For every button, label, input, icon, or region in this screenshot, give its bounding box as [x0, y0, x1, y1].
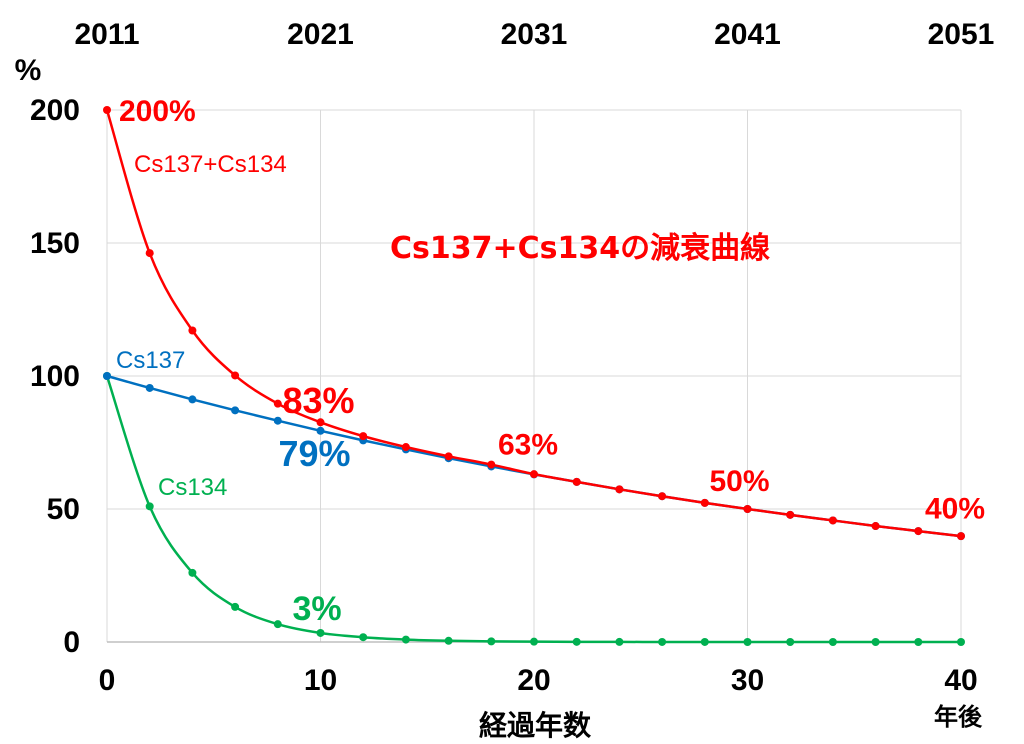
- data-label: 79%: [279, 433, 351, 474]
- data-label: 3%: [293, 590, 342, 628]
- x-tick-label: 40: [944, 664, 977, 697]
- data-point: [145, 249, 154, 258]
- top-year-tick-label: 2041: [714, 18, 781, 51]
- data-point: [188, 395, 197, 404]
- data-point: [743, 637, 752, 646]
- x-unit-label: 年後: [934, 703, 983, 731]
- data-point: [658, 637, 667, 646]
- y-tick-label: 50: [47, 493, 80, 526]
- data-point: [103, 106, 111, 114]
- y-tick-label: 0: [63, 626, 80, 659]
- data-point: [700, 498, 709, 507]
- series-lines: [103, 106, 965, 646]
- data-point: [828, 637, 837, 646]
- series-label-cs134: Cs134: [158, 474, 227, 501]
- axes: 0 50 100 150 200 0 10 20 30 40: [30, 94, 978, 697]
- data-point: [530, 637, 538, 646]
- data-point: [572, 477, 581, 486]
- data-point: [871, 522, 880, 531]
- y-unit-label: %: [15, 54, 42, 87]
- data-label: 200%: [119, 95, 196, 128]
- data-point: [444, 452, 453, 461]
- top-year-tick-label: 2021: [287, 18, 354, 51]
- data-point: [273, 399, 282, 408]
- series-label-cs137: Cs137: [116, 347, 185, 374]
- data-point: [103, 372, 111, 380]
- data-point: [145, 502, 154, 511]
- x-axis-title: 経過年数: [479, 709, 592, 742]
- data-point: [957, 532, 965, 541]
- chart-title: Cs137+Cs134の減衰曲線: [390, 231, 770, 266]
- data-label: 40%: [925, 493, 985, 526]
- top-year-tick-label: 2011: [74, 18, 139, 51]
- top-axis-year-ticks: 2011 2021 2031 2041 2051: [74, 18, 994, 51]
- data-point: [359, 432, 368, 441]
- data-point: [615, 485, 624, 494]
- data-point: [530, 470, 538, 479]
- data-point: [828, 516, 837, 525]
- data-point: [914, 527, 923, 536]
- data-point: [444, 636, 453, 645]
- x-tick-label: 10: [304, 664, 337, 697]
- data-point: [401, 635, 410, 644]
- x-tick-label: 30: [731, 664, 764, 697]
- data-point: [957, 637, 965, 646]
- data-point: [572, 637, 581, 646]
- x-tick-label: 0: [99, 664, 116, 697]
- data-point: [743, 505, 752, 513]
- top-year-tick-label: 2031: [501, 18, 568, 51]
- data-point: [231, 371, 240, 380]
- data-point: [231, 406, 240, 415]
- data-point: [786, 637, 795, 646]
- data-point: [615, 637, 624, 646]
- data-point: [145, 383, 154, 392]
- data-point: [316, 628, 325, 637]
- series-line: [105, 109, 962, 538]
- data-point: [487, 637, 496, 646]
- data-point: [700, 637, 709, 646]
- data-label: 83%: [283, 380, 355, 421]
- data-label: 63%: [498, 428, 558, 461]
- data-point: [316, 418, 325, 427]
- data-point: [871, 637, 880, 646]
- series-label-cs137-cs134: Cs137+Cs134: [134, 151, 287, 178]
- data-point: [487, 460, 496, 469]
- data-point: [273, 416, 282, 425]
- y-tick-label: 200: [30, 94, 80, 127]
- data-point: [188, 568, 197, 577]
- top-year-tick-label: 2051: [928, 18, 995, 51]
- annotations: 200% 83% 79% 3% 63% 50% 40%: [119, 95, 985, 628]
- data-point: [658, 492, 667, 501]
- data-point: [188, 326, 197, 335]
- y-tick-label: 100: [30, 360, 80, 393]
- data-point: [231, 602, 240, 611]
- data-point: [914, 637, 923, 646]
- series-cs137-cs134: [103, 106, 965, 541]
- y-tick-label: 150: [30, 227, 80, 260]
- data-point: [401, 443, 410, 452]
- data-point: [786, 510, 795, 519]
- data-point: [273, 620, 282, 629]
- data-label: 50%: [710, 465, 770, 498]
- x-tick-label: 20: [517, 664, 550, 697]
- data-point: [316, 426, 325, 435]
- data-point: [359, 633, 368, 642]
